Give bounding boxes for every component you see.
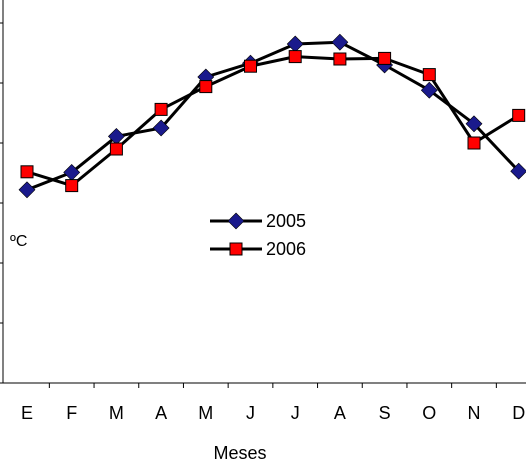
data-point <box>420 81 438 99</box>
x-ticks <box>48 383 497 388</box>
x-axis-label: Meses <box>213 443 266 462</box>
x-tick-label: A <box>334 403 346 423</box>
x-tick-label: M <box>109 403 124 423</box>
data-point <box>467 136 481 150</box>
series-2005 <box>18 33 526 199</box>
data-point <box>65 179 79 193</box>
x-tick-label: A <box>155 403 167 423</box>
data-point <box>286 35 304 53</box>
data-point <box>199 80 213 94</box>
legend-marker <box>227 212 245 230</box>
x-tick-label: O <box>422 403 436 423</box>
y-ticks <box>0 22 3 384</box>
data-point <box>422 68 436 82</box>
data-point <box>154 102 168 116</box>
data-point <box>378 51 392 65</box>
legend-label: 2005 <box>266 211 306 231</box>
data-point <box>109 142 123 156</box>
data-point <box>333 52 347 66</box>
legend-label: 2006 <box>266 239 306 259</box>
x-tick-label: N <box>468 403 481 423</box>
data-point <box>244 59 257 73</box>
legend-marker <box>229 242 243 256</box>
x-tick-label: S <box>379 403 391 423</box>
x-tick-label: E <box>21 403 33 423</box>
series-group <box>18 33 526 199</box>
data-point <box>510 162 526 180</box>
y-axis-label: ºC <box>10 233 27 250</box>
data-point <box>331 33 349 51</box>
x-tick-label: D <box>512 403 525 423</box>
x-tick-label: J <box>291 403 300 423</box>
data-point <box>18 181 36 199</box>
x-tick-label: F <box>66 403 77 423</box>
data-point <box>152 119 170 137</box>
data-point <box>512 108 526 122</box>
legend-item-2006: 2006 <box>210 239 306 259</box>
data-point <box>20 165 34 179</box>
data-point <box>288 50 302 64</box>
x-tick-label: M <box>198 403 213 423</box>
x-tick-label: J <box>246 403 255 423</box>
legend-item-2005: 2005 <box>210 211 306 231</box>
series-line-2006 <box>26 55 520 188</box>
legend: 2005 2006 <box>210 211 306 259</box>
data-point <box>465 115 483 133</box>
series-2006 <box>20 50 526 193</box>
series-line-2005 <box>26 40 520 192</box>
